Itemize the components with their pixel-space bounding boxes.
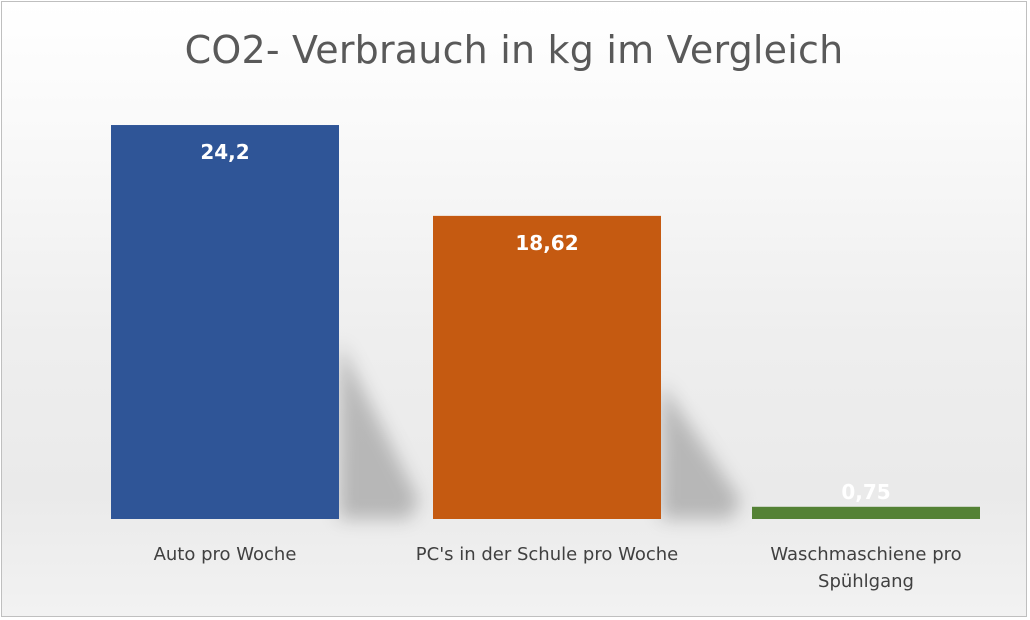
bar-shadow [339,341,419,519]
data-label-2: 18,62 [515,231,578,255]
category-label-3: Waschmaschiene pro [770,544,961,565]
data-label-1: 24,2 [200,140,249,164]
category-label-3: Spühlgang [818,571,914,592]
bar-2 [433,215,661,519]
data-label-3: 0,75 [841,480,890,504]
bar-1 [111,125,339,520]
bar-shadow [661,382,741,519]
bar-3 [752,506,980,519]
chart-title: CO2- Verbrauch in kg im Vergleich [184,28,844,72]
category-label-1: Auto pro Woche [154,544,297,565]
category-label-2: PC's in der Schule pro Woche [416,544,678,565]
